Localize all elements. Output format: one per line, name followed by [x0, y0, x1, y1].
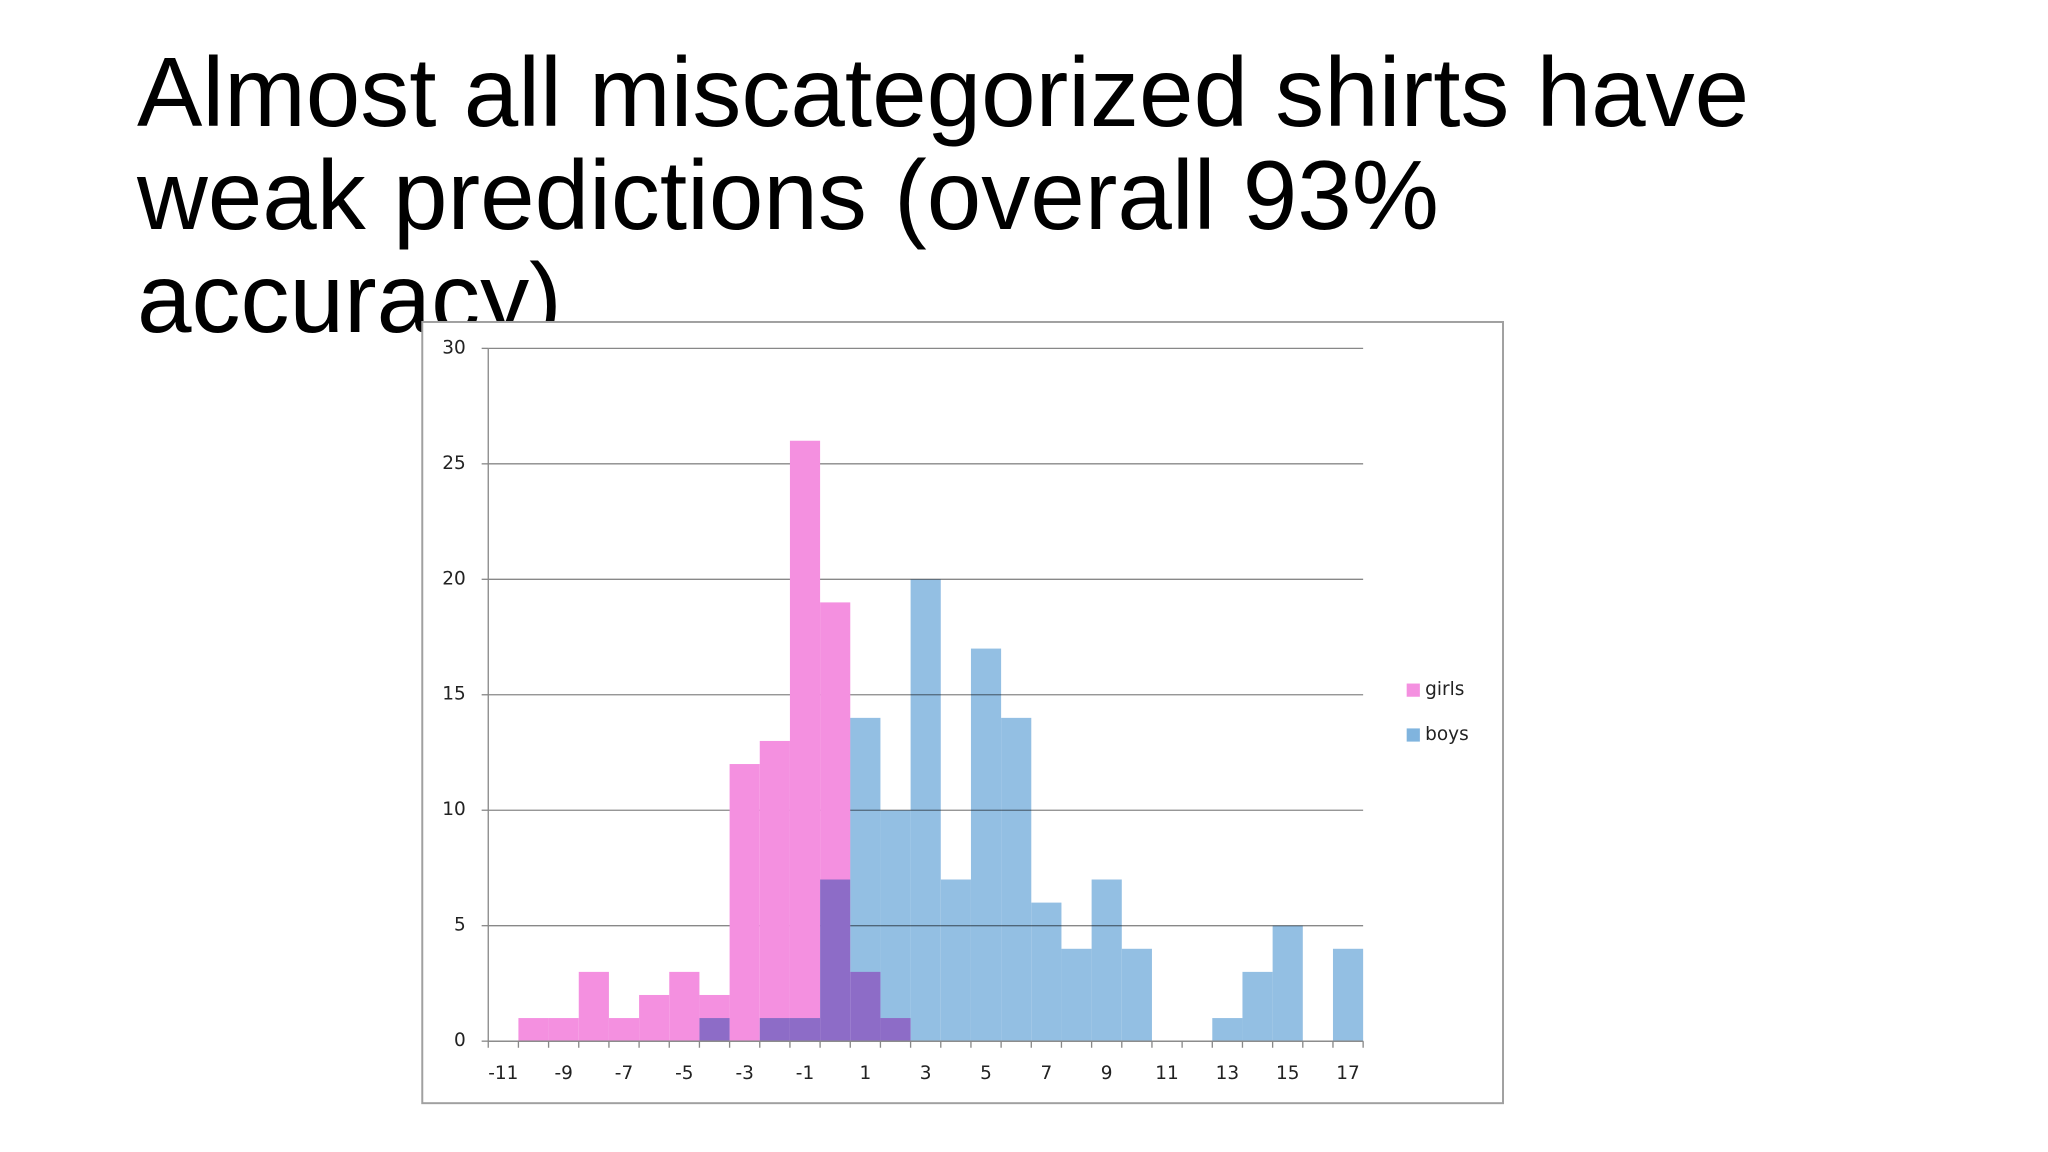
x-tick-label: -1 — [796, 1063, 814, 1084]
x-tick-label: 13 — [1216, 1063, 1240, 1084]
bar — [1272, 925, 1303, 1042]
series-1 — [699, 579, 1364, 1042]
x-tick-label: 7 — [1040, 1063, 1052, 1084]
bar — [639, 994, 670, 1042]
x-tick-label: 5 — [980, 1063, 992, 1084]
y-tick-label: 15 — [442, 684, 466, 705]
x-tick-label: -9 — [554, 1063, 572, 1084]
bar — [759, 740, 790, 1042]
bar — [850, 717, 881, 1042]
bar — [578, 971, 609, 1042]
bar — [880, 810, 911, 1042]
bar — [1242, 971, 1273, 1042]
bar — [759, 1018, 790, 1042]
y-tick-label: 25 — [442, 453, 466, 474]
x-tick-label: 1 — [859, 1063, 871, 1084]
y-tick-label: 5 — [454, 915, 466, 936]
bar — [1121, 948, 1152, 1042]
legend-swatch — [1406, 683, 1420, 697]
legend-label: girls — [1425, 679, 1464, 700]
bar — [729, 764, 760, 1042]
bar — [548, 1018, 579, 1042]
x-tick-label: -5 — [675, 1063, 693, 1084]
bar — [789, 1018, 821, 1042]
bar — [789, 440, 821, 1042]
bar — [1332, 948, 1364, 1042]
legend-swatch — [1406, 728, 1420, 742]
slide-title: Almost all miscategorized shirts have we… — [137, 37, 1750, 353]
bar — [518, 1018, 549, 1042]
bar — [1031, 902, 1062, 1042]
bar — [1091, 879, 1122, 1042]
bar — [608, 1018, 640, 1042]
y-tick-label: 10 — [442, 799, 466, 820]
x-tick-label: 3 — [920, 1063, 932, 1084]
legend-label: boys — [1425, 724, 1469, 745]
x-tick-label: -3 — [735, 1063, 753, 1084]
bar — [699, 1018, 730, 1042]
bar — [1001, 717, 1032, 1042]
x-tick-label: 17 — [1336, 1063, 1360, 1084]
x-tick-label: -11 — [488, 1063, 518, 1084]
y-tick-label: 0 — [454, 1030, 466, 1051]
bar — [1212, 1018, 1243, 1042]
x-tick-label: -7 — [615, 1063, 633, 1084]
bar — [1061, 948, 1092, 1042]
y-tick-label: 30 — [442, 337, 466, 358]
bar — [820, 879, 851, 1042]
y-tick-label: 20 — [442, 568, 466, 589]
x-tick-label: 15 — [1276, 1063, 1300, 1084]
bar — [970, 648, 1002, 1042]
bar — [669, 971, 700, 1042]
bar — [910, 579, 941, 1042]
bar — [940, 879, 971, 1042]
x-tick-label: 9 — [1101, 1063, 1113, 1084]
x-tick-label: 11 — [1155, 1063, 1179, 1084]
